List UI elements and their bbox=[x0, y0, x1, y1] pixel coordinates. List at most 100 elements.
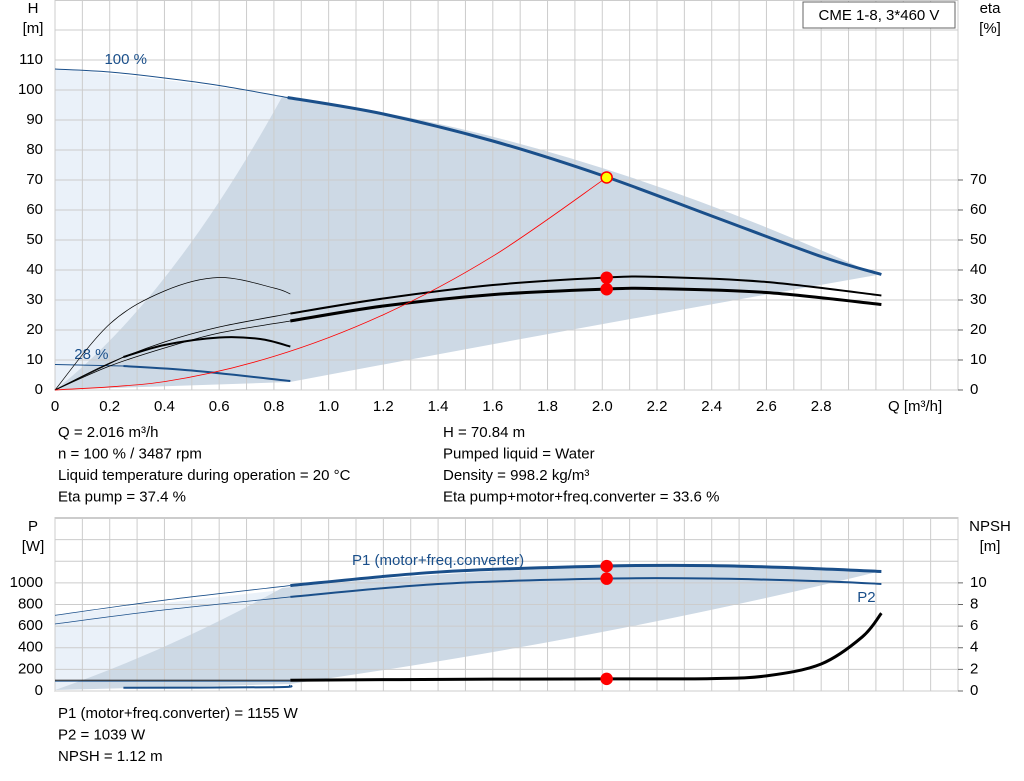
y-tick-label: 10 bbox=[26, 351, 43, 368]
y-axis-label: [m] bbox=[23, 20, 44, 37]
info: Q = 2.016 m³/h n = 100 % / 3487 rpm Liquid… bbox=[58, 424, 719, 765]
curve bbox=[54, 585, 291, 616]
y-tick-label: 1000 bbox=[10, 574, 43, 591]
curve bbox=[54, 364, 124, 367]
y-axis-label: P bbox=[28, 518, 38, 535]
y-tick-label: 20 bbox=[26, 321, 43, 338]
curve bbox=[54, 177, 607, 391]
y2-tick-label: 6 bbox=[970, 617, 978, 634]
y-tick-label: 90 bbox=[26, 111, 43, 128]
y2-axis-label: NPSH bbox=[969, 518, 1011, 535]
curve-label: 100 % bbox=[104, 51, 147, 68]
curve bbox=[123, 684, 293, 689]
curve bbox=[54, 313, 291, 391]
operating-point bbox=[600, 672, 613, 686]
curve bbox=[54, 68, 288, 98]
info-line: Eta pump+motor+freq.converter = 33.6 % bbox=[443, 488, 719, 505]
y2-axis-label: [m] bbox=[980, 538, 1001, 555]
x-axis-label: Q [m³/h] bbox=[888, 398, 942, 415]
y-tick-label: 600 bbox=[18, 617, 43, 634]
y2-tick-label: 2 bbox=[970, 660, 978, 677]
y2-tick-label: 70 bbox=[970, 171, 987, 188]
x-tick-label: 1.0 bbox=[318, 398, 339, 415]
y-tick-label: 50 bbox=[26, 231, 43, 248]
info-line: Density = 998.2 kg/m³ bbox=[443, 467, 589, 484]
y-tick-label: 0 bbox=[35, 381, 43, 398]
info-line: P1 (motor+freq.converter) = 1155 W bbox=[58, 705, 299, 722]
info-line: NPSH = 1.12 m bbox=[58, 748, 163, 765]
y2-axis-label: eta bbox=[980, 0, 1002, 17]
curve bbox=[54, 277, 291, 391]
curve bbox=[54, 356, 124, 391]
area-range bbox=[55, 566, 877, 690]
x-tick-label: 0.6 bbox=[209, 398, 230, 415]
x-tick-label: 1.4 bbox=[428, 398, 449, 415]
info-line: H = 70.84 m bbox=[443, 424, 525, 441]
y-tick-label: 110 bbox=[19, 51, 43, 68]
x-tick-label: 2.8 bbox=[811, 398, 832, 415]
area-range bbox=[55, 97, 877, 390]
info-line: Liquid temperature during operation = 20… bbox=[58, 467, 351, 484]
y-tick-label: 100 bbox=[18, 81, 43, 98]
y2-tick-label: 0 bbox=[970, 381, 978, 398]
x-tick-label: 2.4 bbox=[701, 398, 722, 415]
curve bbox=[123, 336, 291, 358]
y2-tick-label: 8 bbox=[970, 595, 978, 612]
y-tick-label: 80 bbox=[26, 141, 43, 158]
y2-tick-label: 10 bbox=[970, 574, 987, 591]
badge: CME 1-8, 3*460 V bbox=[819, 7, 940, 24]
x-tick-label: 2.6 bbox=[756, 398, 777, 415]
x-tick-label: 0.8 bbox=[263, 398, 284, 415]
y-tick-label: 40 bbox=[26, 261, 43, 278]
badge-box bbox=[802, 1, 956, 29]
curve bbox=[290, 577, 882, 598]
y-tick-label: 30 bbox=[26, 291, 43, 308]
y2-tick-label: 60 bbox=[970, 201, 987, 218]
y-tick-label: 0 bbox=[35, 682, 43, 699]
info-line: Eta pump = 37.4 % bbox=[58, 488, 186, 505]
operating-point bbox=[600, 572, 613, 585]
curve bbox=[290, 612, 883, 682]
y2-tick-label: 20 bbox=[970, 321, 987, 338]
y-axis-label: [W] bbox=[22, 538, 45, 555]
y-tick-label: 200 bbox=[18, 660, 43, 677]
operating-point bbox=[600, 271, 613, 285]
y-tick-label: 70 bbox=[26, 171, 43, 188]
curve bbox=[54, 596, 291, 625]
y-tick-label: 800 bbox=[18, 595, 43, 612]
curve bbox=[123, 365, 291, 382]
curve bbox=[290, 563, 882, 588]
curve bbox=[54, 320, 291, 391]
x-tick-label: 1.8 bbox=[537, 398, 558, 415]
x-tick-label: 1.6 bbox=[482, 398, 503, 415]
y-tick-label: 400 bbox=[18, 639, 43, 656]
y2-tick-label: 30 bbox=[970, 291, 987, 308]
y2-tick-label: 40 bbox=[970, 261, 987, 278]
area-light bbox=[55, 69, 282, 390]
x-tick-label: 1.2 bbox=[373, 398, 394, 415]
operating-point bbox=[600, 171, 613, 184]
y2-tick-label: 4 bbox=[970, 639, 978, 656]
info-line: Q = 2.016 m³/h bbox=[58, 424, 158, 441]
y2-tick-label: 0 bbox=[970, 682, 978, 699]
info-line: Pumped liquid = Water bbox=[443, 445, 595, 462]
info-line: P2 = 1039 W bbox=[58, 726, 146, 743]
curve-label: 28 % bbox=[74, 346, 108, 363]
x-tick-label: 2.2 bbox=[647, 398, 668, 415]
curve-label: P1 (motor+freq.converter) bbox=[352, 552, 524, 569]
x-tick-label: 0.2 bbox=[99, 398, 120, 415]
operating-point bbox=[600, 282, 613, 296]
y-tick-label: 60 bbox=[26, 201, 43, 218]
x-tick-label: 2.0 bbox=[592, 398, 613, 415]
y2-tick-label: 10 bbox=[970, 351, 987, 368]
y2-tick-label: 50 bbox=[970, 231, 987, 248]
x-tick-label: 0 bbox=[51, 398, 59, 415]
curve-label: P2 bbox=[857, 589, 875, 606]
plots: 0 0.2 0.4 0.6 0.8 1.0 1.2 1.4 1.6 1.8 2.0 2.2 2.4 2.6… bbox=[10, 0, 1011, 699]
x-tick-label: 0.4 bbox=[154, 398, 175, 415]
area-light bbox=[55, 590, 282, 690]
info-line: n = 100 % / 3487 rpm bbox=[58, 445, 202, 462]
y-axis-label: H bbox=[28, 0, 39, 17]
y2-axis-label: [%] bbox=[979, 20, 1001, 37]
